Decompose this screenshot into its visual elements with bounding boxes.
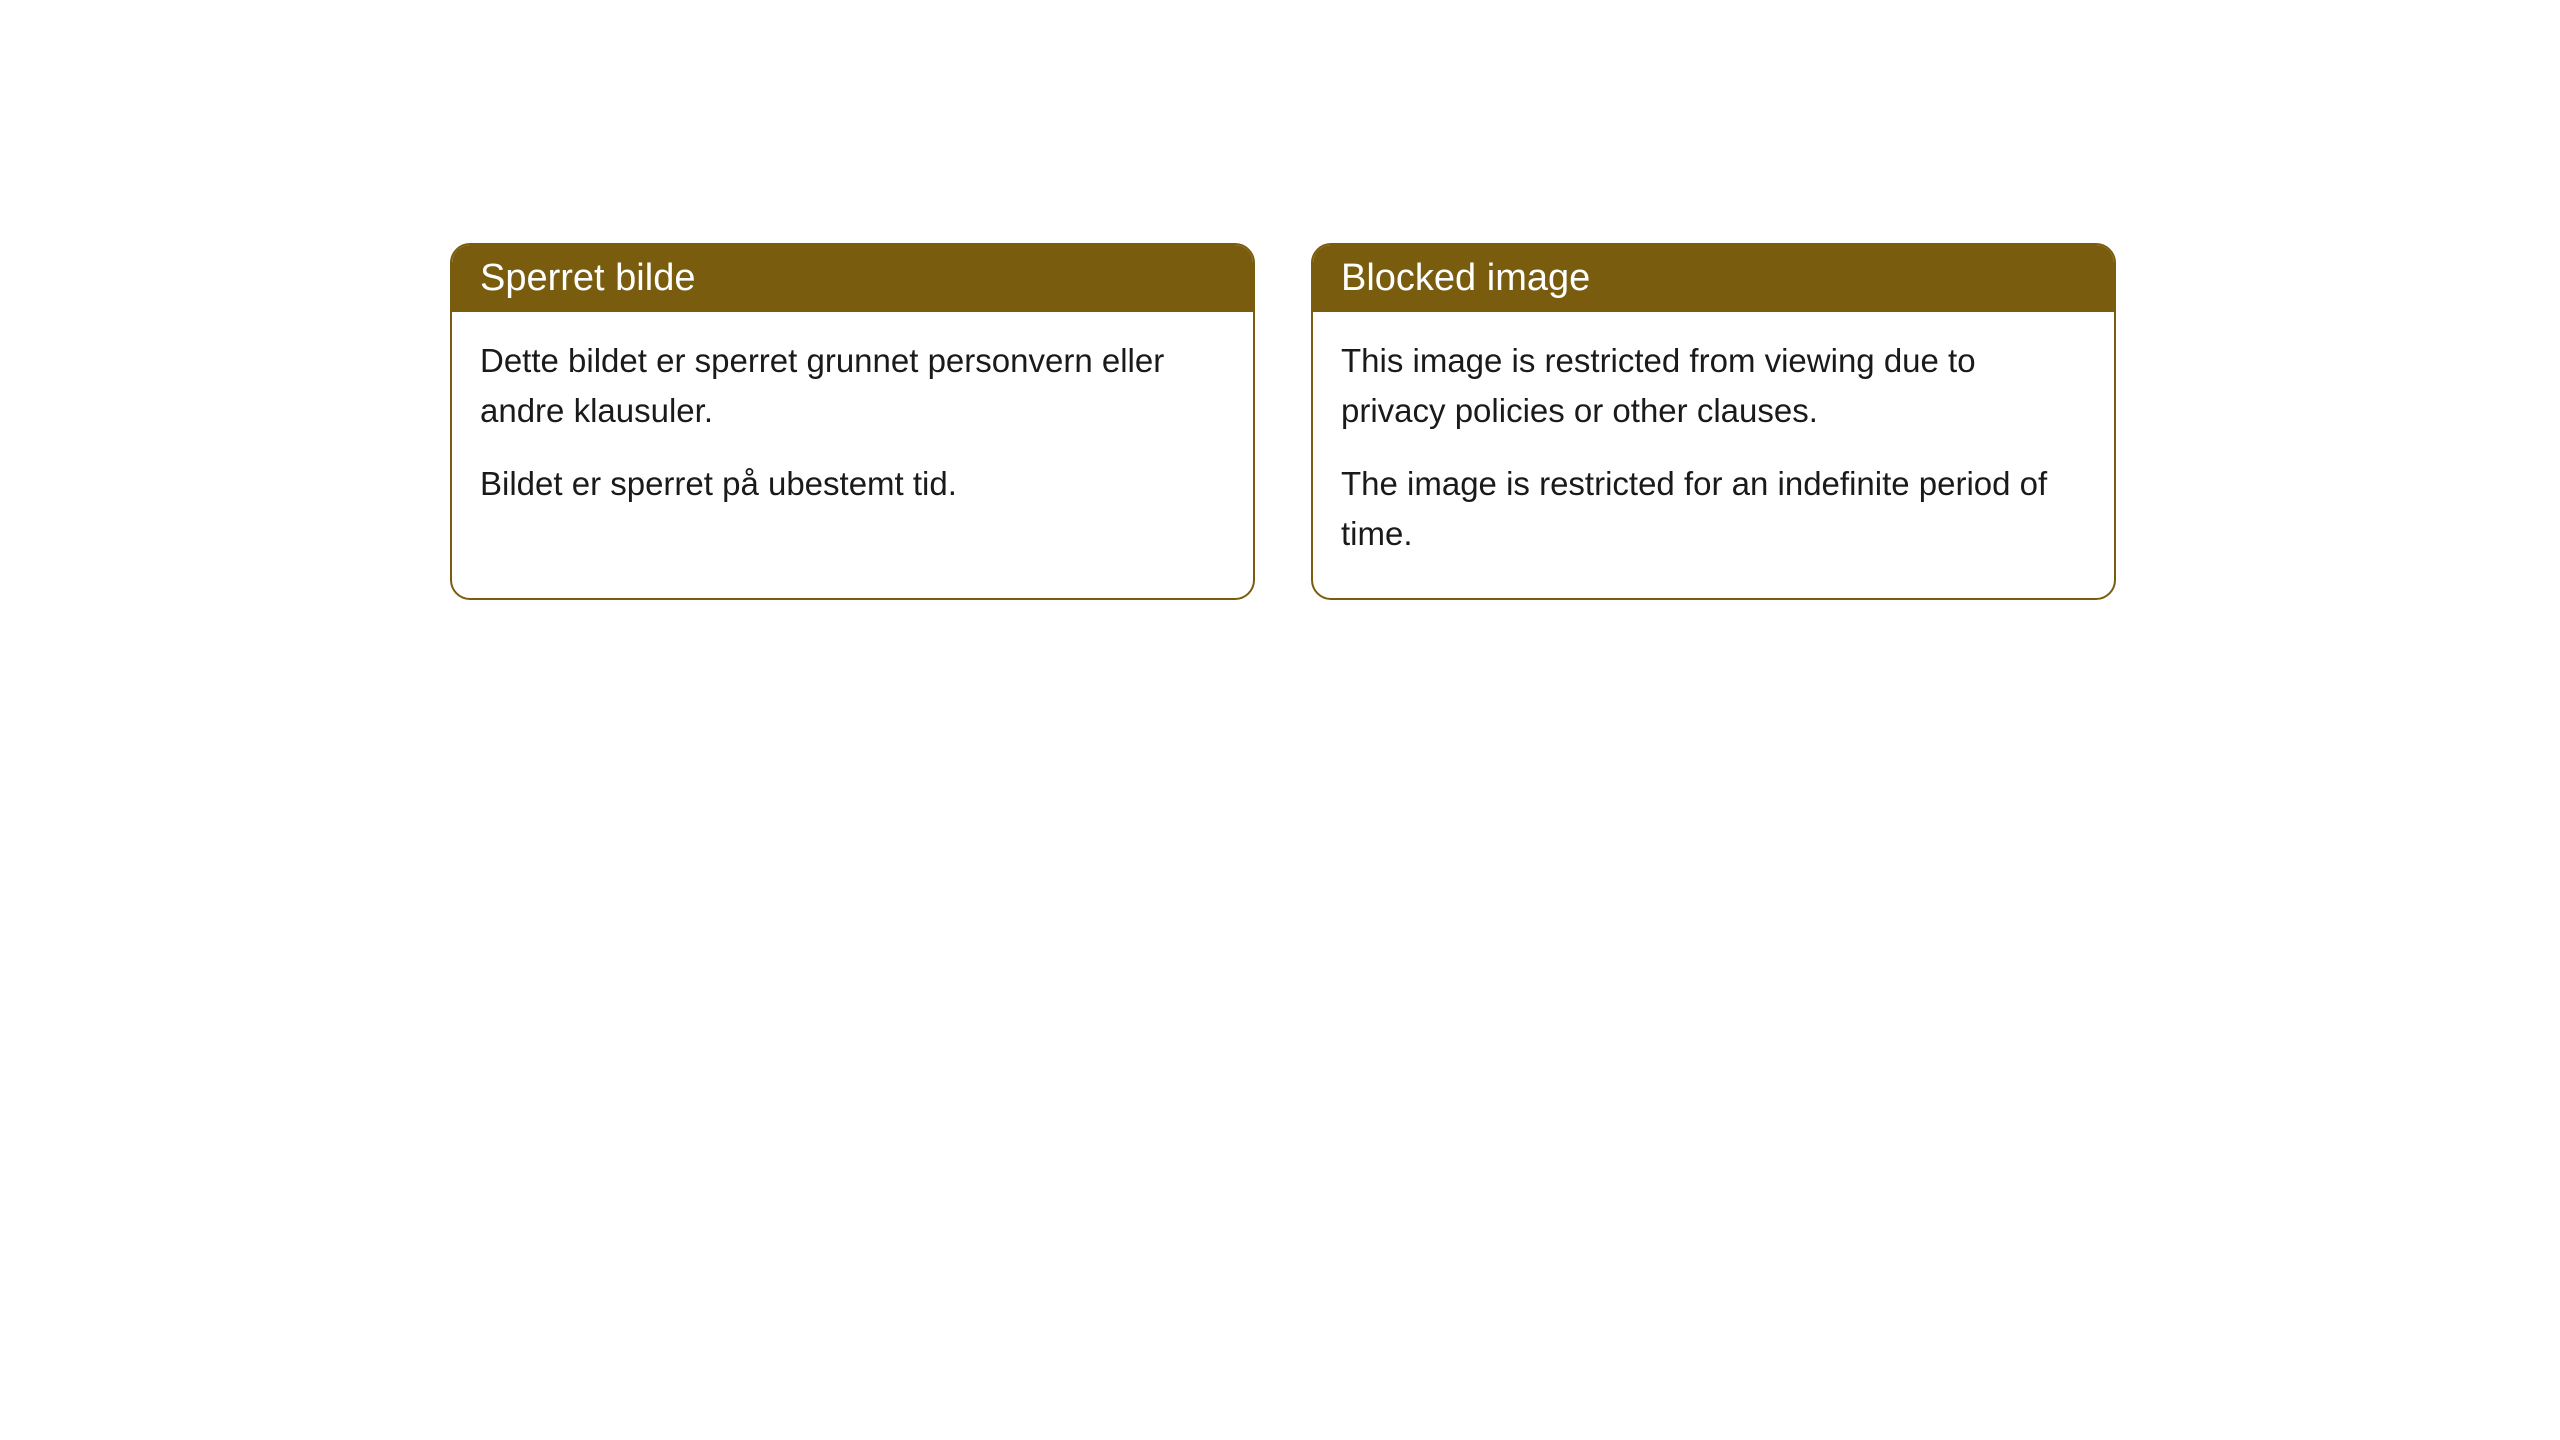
card-paragraph-2-norwegian: Bildet er sperret på ubestemt tid.: [480, 459, 1225, 509]
card-paragraph-1-english: This image is restricted from viewing du…: [1341, 336, 2086, 435]
notice-cards-container: Sperret bilde Dette bildet er sperret gr…: [450, 243, 2116, 600]
blocked-image-card-english: Blocked image This image is restricted f…: [1311, 243, 2116, 600]
card-body-english: This image is restricted from viewing du…: [1313, 312, 2114, 598]
card-header-norwegian: Sperret bilde: [452, 245, 1253, 312]
card-header-english: Blocked image: [1313, 245, 2114, 312]
blocked-image-card-norwegian: Sperret bilde Dette bildet er sperret gr…: [450, 243, 1255, 600]
card-paragraph-2-english: The image is restricted for an indefinit…: [1341, 459, 2086, 558]
card-paragraph-1-norwegian: Dette bildet er sperret grunnet personve…: [480, 336, 1225, 435]
card-body-norwegian: Dette bildet er sperret grunnet personve…: [452, 312, 1253, 549]
